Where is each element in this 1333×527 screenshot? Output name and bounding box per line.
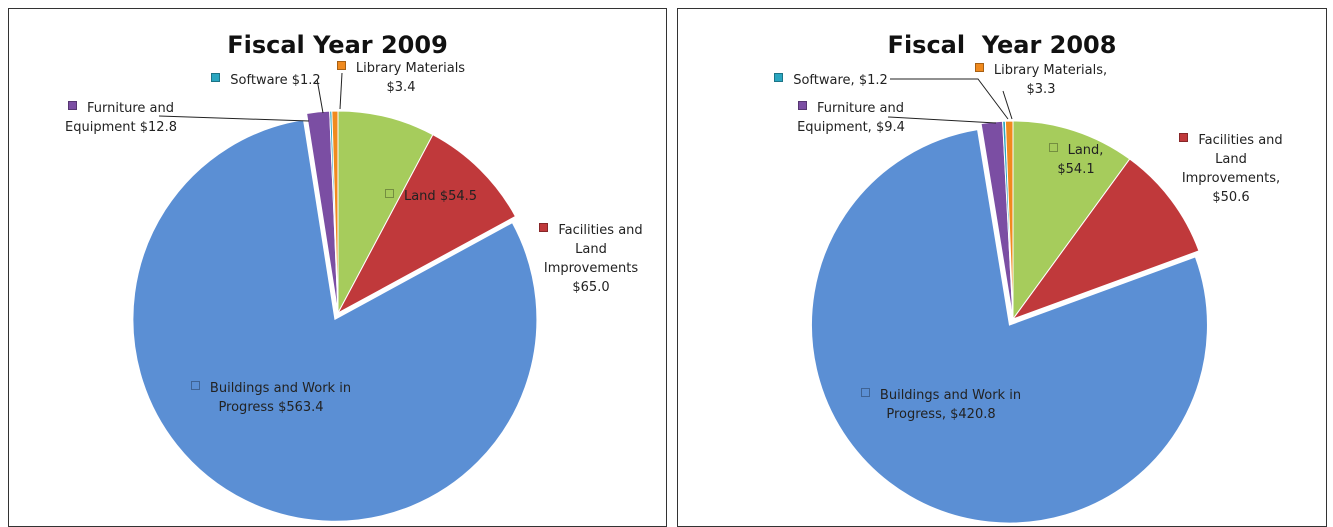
- pie-slice: [1011, 158, 1200, 321]
- data-label: Library Materials, $3.3: [966, 61, 1116, 99]
- pie-slice: [1004, 120, 1014, 320]
- legend-marker: [1048, 143, 1058, 152]
- value-label: $54.1: [1057, 162, 1095, 177]
- pie-slice: [1012, 120, 1131, 321]
- pie-slice: [132, 119, 538, 522]
- legend-marker: [539, 223, 549, 232]
- pie-slice: [336, 133, 517, 315]
- legend-marker: [336, 61, 346, 70]
- category-label: Library Materials: [355, 61, 466, 76]
- category-label: Buildings and Work in Progress,: [879, 388, 1022, 422]
- chart-title: Fiscal Year 2009: [227, 31, 448, 59]
- legend-marker: [1179, 133, 1189, 142]
- pie-chart: [132, 72, 538, 522]
- pie-slice: [810, 129, 1208, 524]
- leader-line: [339, 72, 343, 110]
- category-label: Facilities and Land Improvements,: [1181, 133, 1283, 186]
- chart-panel: Fiscal Year 2008 Land, $54.1 Facilities a…: [677, 8, 1327, 527]
- leader-line: [1002, 90, 1013, 120]
- data-label: Software, $1.2: [761, 71, 901, 90]
- category-label: Buildings and Work in Progress: [209, 381, 352, 415]
- value-label: $1.2: [291, 73, 321, 88]
- pie-slice: [331, 110, 339, 314]
- category-label: Software: [230, 73, 288, 88]
- data-label: Land, $54.1: [1031, 141, 1121, 179]
- leader-line: [887, 116, 997, 124]
- pie-slice: [337, 110, 434, 314]
- leader-line: [316, 78, 324, 114]
- legend-marker: [774, 73, 784, 82]
- value-label: $9.4: [875, 120, 905, 135]
- value-label: $3.4: [386, 80, 416, 95]
- data-label: Facilities and Land Improvements, $50.6: [1171, 131, 1291, 207]
- value-label: $50.6: [1212, 190, 1250, 205]
- category-label: Facilities and Land Improvements: [543, 223, 643, 276]
- value-label: $12.8: [139, 120, 177, 135]
- legend-marker: [860, 388, 870, 397]
- data-label: Furniture and Equipment, $9.4: [766, 99, 936, 137]
- chart-title: Fiscal Year 2008: [887, 31, 1117, 59]
- value-label: $65.0: [572, 280, 610, 295]
- category-label: Library Materials,: [993, 63, 1108, 78]
- data-label: Facilities and Land Improvements $65.0: [526, 221, 656, 297]
- pie-chart: [810, 78, 1208, 524]
- value-label: $54.5: [439, 189, 478, 204]
- data-label: Furniture and Equipment $12.8: [36, 99, 206, 137]
- category-label: Software,: [793, 73, 855, 88]
- value-label: $420.8: [950, 407, 996, 422]
- value-label: $1.2: [858, 73, 888, 88]
- legend-marker: [384, 189, 394, 198]
- leader-line: [890, 78, 1009, 120]
- data-label: Buildings and Work in Progress $563.4: [186, 379, 356, 417]
- category-label: Furniture and Equipment,: [797, 101, 904, 135]
- data-label: Library Materials $3.4: [336, 59, 466, 97]
- value-label: $3.3: [1026, 82, 1056, 97]
- leader-line: [158, 115, 310, 122]
- legend-marker: [68, 101, 78, 110]
- legend-marker: [211, 73, 221, 82]
- legend-marker: [798, 101, 808, 110]
- legend-marker: [974, 63, 984, 72]
- data-label: Land $54.5: [361, 187, 501, 206]
- data-label: Buildings and Work in Progress, $420.8: [856, 386, 1026, 424]
- chart-panel: Fiscal Year 2009 Land $54.5 Facilities an…: [8, 8, 667, 527]
- category-label: Furniture and Equipment: [65, 101, 174, 135]
- category-label: Land: [403, 189, 436, 204]
- data-label: Software $1.2: [201, 71, 331, 90]
- category-label: Land,: [1067, 143, 1104, 158]
- value-label: $563.4: [278, 400, 324, 415]
- legend-marker: [190, 381, 200, 390]
